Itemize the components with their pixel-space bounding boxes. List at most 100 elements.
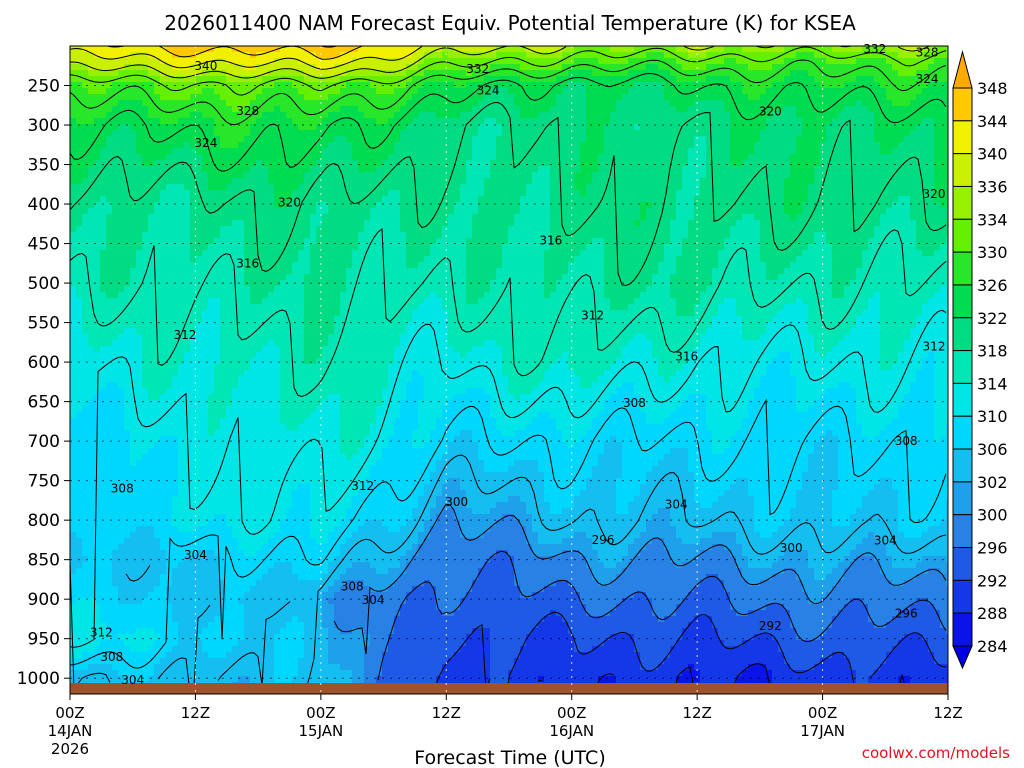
field-cell (94, 556, 101, 563)
field-cell (262, 262, 269, 269)
field-cell (250, 358, 257, 365)
field-cell (220, 142, 227, 149)
field-cell (112, 364, 119, 371)
field-cell (244, 142, 251, 149)
field-cell (196, 466, 203, 473)
field-cell (304, 388, 311, 395)
field-cell (286, 604, 293, 611)
field-cell (238, 196, 245, 203)
field-cell (280, 556, 287, 563)
field-cell (304, 574, 311, 581)
field-cell (334, 424, 341, 431)
field-cell (208, 496, 215, 503)
field-cell (172, 250, 179, 257)
field-cell (190, 340, 197, 347)
field-cell (208, 556, 215, 563)
field-cell (280, 574, 287, 581)
field-cell (232, 448, 239, 455)
field-cell (118, 424, 125, 431)
field-cell (310, 586, 317, 593)
field-cell (262, 610, 269, 617)
field-cell (238, 136, 245, 143)
field-cell (70, 460, 77, 467)
field-cell (328, 154, 335, 161)
field-cell (214, 118, 221, 125)
field-cell (82, 544, 89, 551)
field-cell (280, 340, 287, 347)
field-cell (322, 568, 329, 575)
field-cell (148, 136, 155, 143)
field-cell (190, 250, 197, 257)
field-cell (172, 610, 179, 617)
field-cell (208, 256, 215, 263)
field-cell (220, 370, 227, 377)
field-cell (244, 382, 251, 389)
field-cell (166, 490, 173, 497)
field-cell (334, 466, 341, 473)
field-cell (256, 616, 263, 623)
field-cell (154, 304, 161, 311)
field-cell (136, 292, 143, 299)
field-cell (124, 94, 131, 101)
field-cell (172, 664, 179, 671)
field-cell (112, 418, 119, 425)
field-cell (280, 286, 287, 293)
field-cell (220, 412, 227, 419)
field-cell (304, 646, 311, 653)
field-cell (250, 208, 257, 215)
field-cell (310, 544, 317, 551)
field-cell (166, 436, 173, 443)
field-cell (280, 580, 287, 587)
field-cell (220, 118, 227, 125)
field-cell (118, 388, 125, 395)
field-cell (106, 586, 113, 593)
field-cell (256, 610, 263, 617)
field-cell (166, 676, 173, 683)
field-cell (322, 430, 329, 437)
field-cell (214, 448, 221, 455)
field-cell (298, 178, 305, 185)
field-cell (262, 76, 269, 83)
field-cell (142, 652, 149, 659)
field-cell (274, 286, 281, 293)
field-cell (334, 286, 341, 293)
field-cell (118, 52, 125, 59)
field-cell (148, 460, 155, 467)
field-cell (106, 406, 113, 413)
field-cell (226, 88, 233, 95)
field-cell (172, 358, 179, 365)
field-cell (340, 568, 347, 575)
field-cell (160, 226, 167, 233)
field-cell (292, 574, 299, 581)
field-cell (136, 346, 143, 353)
field-cell (214, 286, 221, 293)
field-cell (184, 376, 191, 383)
field-cell (304, 484, 311, 491)
field-cell (82, 316, 89, 323)
field-cell (250, 232, 257, 239)
field-cell (238, 202, 245, 209)
field-cell (106, 292, 113, 299)
field-cell (166, 358, 173, 365)
field-cell (184, 160, 191, 167)
field-cell (232, 436, 239, 443)
field-cell (310, 184, 317, 191)
field-cell (100, 154, 107, 161)
field-cell (94, 292, 101, 299)
field-cell (118, 520, 125, 527)
field-cell (208, 142, 215, 149)
field-cell (238, 298, 245, 305)
field-cell (232, 64, 239, 71)
field-cell (274, 82, 281, 89)
field-cell (190, 292, 197, 299)
field-cell (244, 262, 251, 269)
field-cell (142, 256, 149, 263)
field-cell (286, 88, 293, 95)
field-cell (268, 370, 275, 377)
field-cell (280, 382, 287, 389)
field-cell (280, 460, 287, 467)
field-cell (238, 238, 245, 245)
field-cell (292, 460, 299, 467)
field-cell (298, 358, 305, 365)
field-cell (316, 490, 323, 497)
